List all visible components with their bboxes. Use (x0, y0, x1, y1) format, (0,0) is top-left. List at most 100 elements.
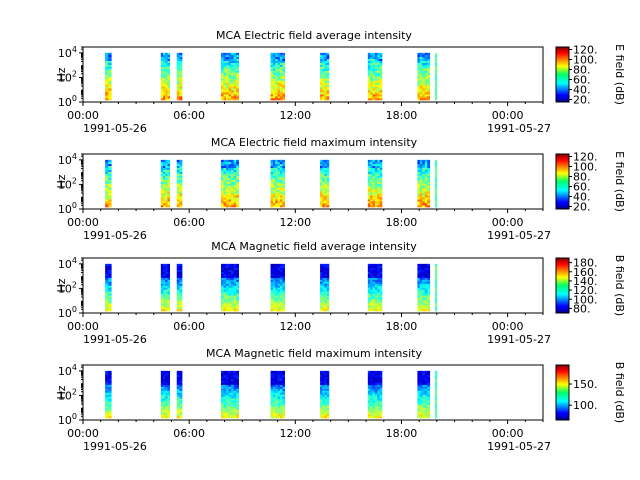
spectrogram-cell (372, 384, 376, 387)
spectrogram-cell (324, 295, 328, 298)
spectrogram-cell (179, 52, 183, 56)
spectrogram-cell (435, 161, 438, 165)
spectrogram-cell (372, 402, 376, 405)
spectrogram-cell (277, 265, 281, 269)
y-tick-label: 100 (58, 201, 77, 216)
spectrogram-cell (370, 88, 373, 91)
spectrogram-cell (379, 179, 383, 182)
spectrogram-cell (324, 301, 328, 304)
spectrogram-cell (435, 201, 438, 204)
spectrogram-cell (324, 273, 328, 276)
spectrogram-cell (367, 62, 371, 65)
spectrogram-cell (231, 412, 234, 415)
spectrogram-cell (223, 400, 227, 403)
spectrogram-cell (270, 382, 274, 385)
spectrogram-cell (435, 287, 438, 290)
spectrogram-cell (417, 94, 421, 97)
spectrogram-cell (324, 406, 328, 409)
spectrogram-cell (108, 52, 112, 56)
spectrogram-cell (322, 197, 325, 200)
spectrogram-cell (370, 392, 373, 395)
spectrogram-cell (372, 199, 376, 202)
spectrogram-cell (324, 303, 328, 306)
spectrogram-cell (419, 52, 423, 56)
spectrogram-cell (372, 410, 376, 413)
spectrogram-cell (165, 386, 168, 389)
spectrogram-cell (270, 161, 274, 165)
spectrogram-cell (272, 181, 276, 184)
spectrogram-cell (427, 78, 431, 81)
spectrogram-cell (417, 297, 421, 300)
spectrogram-cell (163, 265, 166, 269)
spectrogram-cell (167, 175, 170, 178)
spectrogram-cell (379, 62, 383, 65)
spectrogram-cell (163, 80, 166, 83)
spectrogram-cell (427, 271, 431, 274)
spectrogram-cell (422, 390, 426, 393)
spectrogram-cell (221, 386, 224, 389)
spectrogram-cell (367, 68, 371, 71)
spectrogram-cell (272, 386, 276, 389)
spectrogram-cell (105, 265, 109, 269)
spectrogram-cell (377, 191, 380, 194)
spectrogram-cell (160, 201, 164, 204)
spectrogram-cell (424, 265, 428, 269)
spectrogram-cell (272, 281, 276, 284)
spectrogram-cell (179, 163, 183, 167)
spectrogram-cell (372, 271, 376, 274)
spectrogram-cell (424, 414, 428, 417)
spectrogram-cell (324, 400, 328, 403)
spectrogram-cell (377, 396, 380, 399)
spectrogram-cell (435, 392, 438, 395)
spectrogram-cell (233, 402, 237, 405)
spectrogram-cell (105, 72, 109, 75)
spectrogram-cell (374, 374, 378, 378)
spectrogram-cell (370, 191, 373, 194)
spectrogram-cell (326, 183, 330, 186)
spectrogram-cell (322, 305, 325, 308)
colorbar-label: E field (dB) (613, 151, 626, 212)
spectrogram-cell (279, 84, 283, 87)
spectrogram-cell (176, 404, 180, 407)
spectrogram-cell (417, 281, 421, 284)
spectrogram-cell (163, 404, 166, 407)
spectrogram-cell (282, 70, 285, 73)
spectrogram-cell (279, 406, 283, 409)
spectrogram-cell (417, 54, 421, 58)
spectrogram-cell (108, 392, 112, 395)
spectrogram-cell (176, 283, 180, 286)
spectrogram-cell (379, 94, 383, 97)
spectrogram-cell (165, 376, 168, 380)
spectrogram-cell (165, 297, 168, 300)
spectrogram-cell (165, 60, 168, 63)
spectrogram-cell (372, 94, 376, 97)
spectrogram-cell (167, 62, 170, 65)
spectrogram-cell (179, 68, 183, 71)
spectrogram-cell (374, 185, 378, 188)
y-tick-label: 104 (58, 152, 77, 167)
spectrogram-cell (422, 281, 426, 284)
spectrogram-cell (277, 80, 281, 83)
spectrogram-cell (324, 60, 328, 63)
spectrogram-cell (272, 66, 276, 69)
spectrogram-cell (370, 199, 373, 202)
spectrogram-cell (231, 181, 234, 184)
spectrogram-cell (167, 201, 170, 204)
spectrogram-cell (179, 173, 183, 176)
spectrogram-cell (372, 64, 376, 67)
spectrogram-cell (326, 94, 330, 97)
spectrogram-cell (322, 396, 325, 399)
spectrogram-cell (326, 90, 330, 93)
spectrogram-cell (228, 392, 232, 395)
spectrogram-cell (163, 273, 166, 276)
spectrogram-cell (221, 275, 224, 278)
spectrogram-cell (236, 165, 239, 169)
spectrogram-cell (324, 177, 328, 180)
spectrogram-cell (165, 406, 168, 409)
spectrogram-cell (377, 386, 380, 389)
spectrogram-cell (374, 279, 378, 282)
spectrogram-cell (165, 301, 168, 304)
spectrogram-cell (160, 195, 164, 198)
spectrogram-cell (324, 56, 328, 60)
spectrogram-cell (275, 175, 278, 178)
